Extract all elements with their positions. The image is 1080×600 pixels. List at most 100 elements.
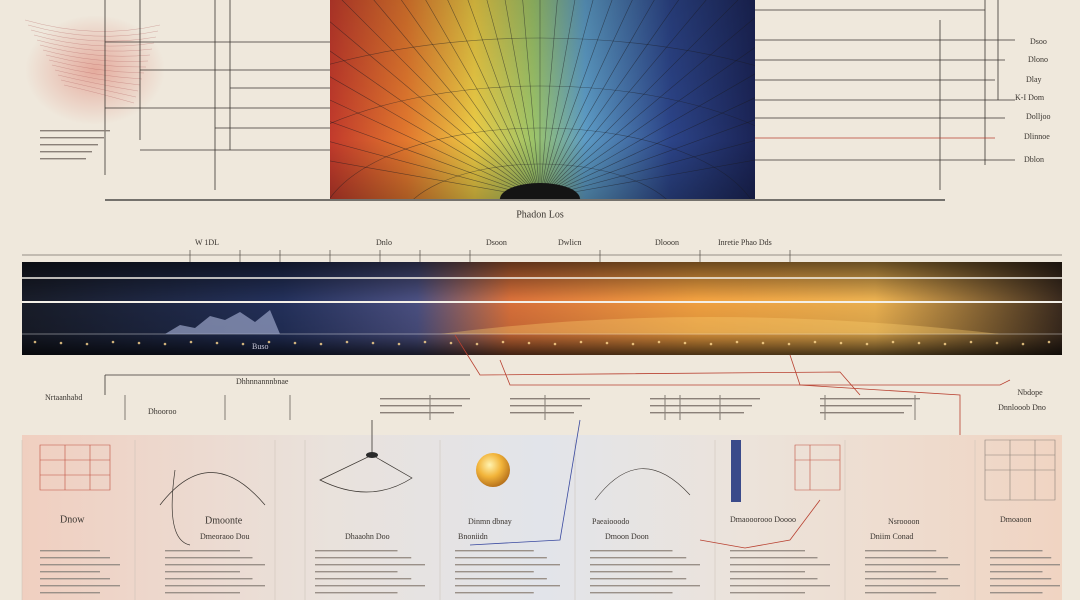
contour xyxy=(63,84,135,104)
connector xyxy=(699,499,821,549)
panel-title: Bnoniidn xyxy=(458,532,488,541)
city-light xyxy=(735,340,739,344)
city-light xyxy=(189,340,193,344)
city-light xyxy=(579,340,583,344)
city-light xyxy=(163,342,167,346)
right-label: Dsoo xyxy=(1030,37,1047,46)
decoration xyxy=(21,0,1062,600)
city-light xyxy=(891,340,895,344)
contour xyxy=(42,49,149,62)
fan-arc xyxy=(413,163,667,199)
text-line xyxy=(865,578,949,580)
section-label: Nrtaanhabd xyxy=(45,393,82,402)
text-line xyxy=(730,592,805,594)
city-light xyxy=(293,341,297,345)
city-light xyxy=(787,342,791,346)
connector xyxy=(469,419,581,546)
text-line xyxy=(590,592,673,594)
city-light xyxy=(59,341,63,345)
band-label: Dsoon xyxy=(486,238,507,247)
text-line xyxy=(990,564,1060,566)
city-light xyxy=(709,342,713,346)
panel-title: Dhaaohn Doo xyxy=(345,532,390,541)
text-line xyxy=(40,571,100,573)
city-light xyxy=(839,341,843,345)
fan-ray xyxy=(539,0,680,199)
fan-ray xyxy=(467,0,541,199)
right-label: Dlay xyxy=(1026,75,1042,84)
city-light xyxy=(449,341,453,345)
city-light xyxy=(943,342,947,346)
section-label: Dhooroo xyxy=(148,407,176,416)
text-line xyxy=(990,592,1043,594)
fan-ray xyxy=(330,121,541,199)
sketch-arc xyxy=(594,468,691,501)
text-line xyxy=(865,592,937,594)
labels: Phadon Los Dsoo Dlono Dlay K-I Dom Dollj… xyxy=(45,37,1050,541)
city-light xyxy=(397,342,401,346)
text-line xyxy=(165,550,240,552)
text-line xyxy=(40,564,120,566)
panel-title: Dnow xyxy=(60,514,85,525)
contour xyxy=(33,34,155,47)
text-line xyxy=(165,592,240,594)
contour xyxy=(51,64,143,80)
panel-band xyxy=(22,435,1062,600)
fan-ray xyxy=(373,0,541,199)
city-light xyxy=(761,341,765,345)
text-line xyxy=(865,557,949,559)
city-light xyxy=(501,340,505,344)
text-line xyxy=(455,550,534,552)
level-bar xyxy=(731,440,741,502)
city-light xyxy=(683,341,687,345)
fan-ray xyxy=(539,0,739,199)
right-label: Dblon xyxy=(1024,155,1044,164)
panel-title: Dmoaoon xyxy=(1000,515,1032,524)
text-line xyxy=(165,564,265,566)
city-light xyxy=(423,340,427,344)
fan-ray xyxy=(330,21,541,199)
text-line xyxy=(380,398,470,400)
band-shade xyxy=(22,262,1062,355)
text-line xyxy=(820,398,920,400)
city-light xyxy=(527,341,531,345)
text-line xyxy=(865,564,960,566)
sun-sphere xyxy=(476,453,510,487)
text-line xyxy=(315,585,425,587)
spectrum-shade xyxy=(330,0,755,199)
fan-ray xyxy=(539,17,755,199)
text-line xyxy=(455,585,560,587)
city-light xyxy=(1047,340,1051,344)
horizon xyxy=(500,183,580,199)
text-line xyxy=(315,550,398,552)
text-line xyxy=(40,137,104,139)
fan-ray xyxy=(539,47,755,199)
text-line xyxy=(40,557,110,559)
text-line xyxy=(455,571,534,573)
text-line xyxy=(730,550,805,552)
city-light xyxy=(605,341,609,345)
text-line xyxy=(455,557,547,559)
text-line xyxy=(730,564,830,566)
signal xyxy=(165,310,280,334)
text-line xyxy=(590,557,687,559)
text-line xyxy=(165,585,265,587)
text-line xyxy=(590,550,673,552)
city-light xyxy=(813,340,817,344)
contour xyxy=(30,29,157,42)
text-line xyxy=(590,585,700,587)
text-line xyxy=(315,557,412,559)
text-line xyxy=(865,585,960,587)
fan-ray xyxy=(539,0,576,199)
city-light xyxy=(475,342,479,346)
contour xyxy=(24,19,161,32)
panel-title: Dinmn dbnay xyxy=(468,517,512,526)
right-label: Dlinnoe xyxy=(1024,132,1050,141)
band-sublabel: Buso xyxy=(252,342,268,351)
panel-title: Dmoonte xyxy=(205,515,243,526)
glow xyxy=(25,15,165,125)
text-line xyxy=(40,130,110,132)
contour xyxy=(48,59,145,74)
fan-ray xyxy=(486,0,541,199)
